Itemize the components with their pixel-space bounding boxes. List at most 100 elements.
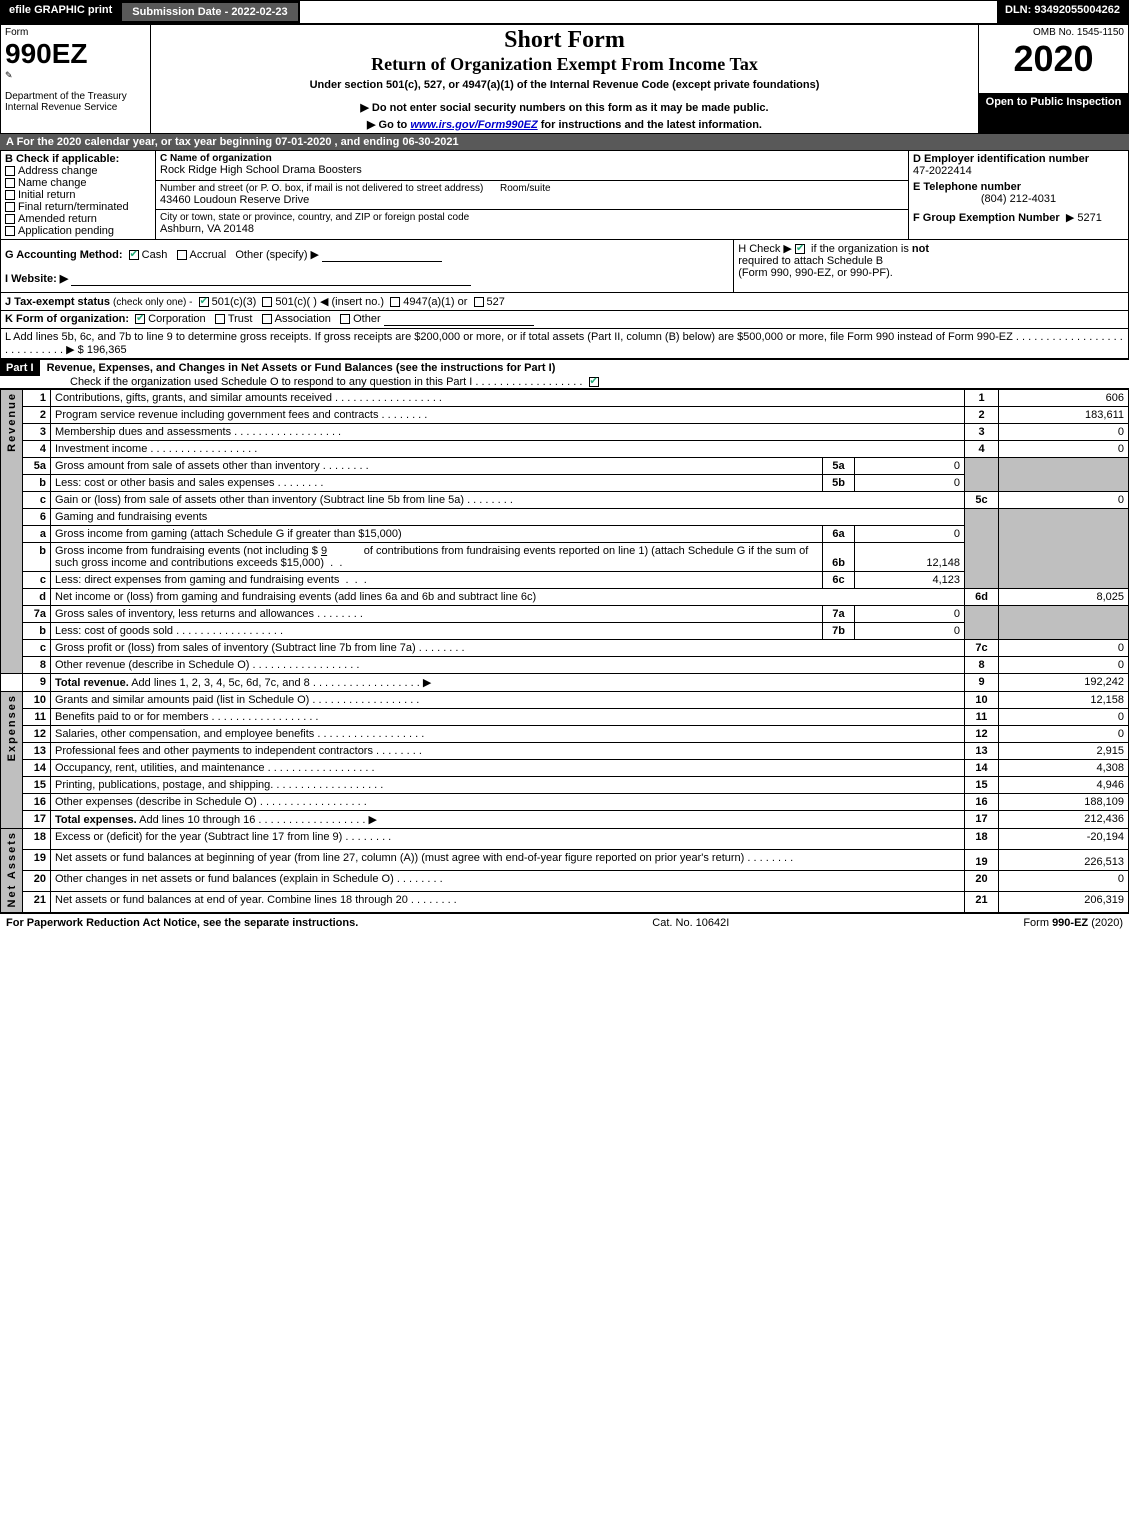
desc-20: Other changes in net assets or fund bala… (51, 871, 965, 892)
goto-link[interactable]: www.irs.gov/Form990EZ (410, 119, 537, 131)
desc-6c: Less: direct expenses from gaming and fu… (51, 572, 823, 589)
g-accrual: Accrual (190, 249, 227, 261)
desc-4: Investment income (51, 441, 965, 458)
g-lbl: G Accounting Method: (5, 249, 123, 261)
val-21: 206,319 (999, 892, 1129, 913)
ln-13: 13 (23, 743, 51, 760)
sub-5a: 5a (823, 458, 855, 475)
form-subtitle: Return of Organization Exempt From Incom… (155, 54, 974, 75)
chk-pending[interactable]: Application pending (5, 225, 151, 237)
sub-7b: 7b (823, 623, 855, 640)
val-9: 192,242 (999, 674, 1129, 692)
chk-501c[interactable] (262, 297, 272, 307)
subval-6b: 12,148 (855, 543, 965, 572)
d-ein-val: 47-2022414 (913, 165, 1124, 177)
desc-6a: Gross income from gaming (attach Schedul… (51, 526, 823, 543)
part1-check-line: Check if the organization used Schedule … (0, 376, 1129, 388)
k-assoc: Association (275, 313, 331, 325)
subval-5b: 0 (855, 475, 965, 492)
chk-accrual[interactable] (177, 250, 187, 260)
e-phone-val: (804) 212-4031 (913, 193, 1124, 205)
chk-address[interactable]: Address change (5, 165, 151, 177)
side-net-assets: Net Assets (1, 829, 23, 913)
l-text: L Add lines 5b, 6c, and 7b to line 9 to … (5, 331, 1013, 343)
val-2: 183,611 (999, 407, 1129, 424)
tax-year: 2020 (983, 38, 1124, 80)
chk-amended[interactable]: Amended return (5, 213, 151, 225)
ln-11: 11 (23, 709, 51, 726)
b-label: B Check if applicable: (5, 153, 151, 165)
omb-number: OMB No. 1545-1150 (983, 27, 1124, 38)
val-14: 4,308 (999, 760, 1129, 777)
chk-schedule-o[interactable] (589, 377, 599, 387)
table-row: b Less: cost or other basis and sales ex… (1, 475, 1129, 492)
efile-label[interactable]: efile GRAPHIC print (1, 1, 120, 23)
chk-other[interactable] (340, 314, 350, 324)
k-lbl: K Form of organization: (5, 313, 129, 325)
h-txt2: if the organization is (811, 243, 912, 255)
table-row: 2 Program service revenue including gove… (1, 407, 1129, 424)
ln-19: 19 (23, 850, 51, 871)
form-title: Short Form (155, 27, 974, 54)
desc-3: Membership dues and assessments (51, 424, 965, 441)
desc-6d: Net income or (loss) from gaming and fun… (51, 589, 965, 606)
col-15: 15 (965, 777, 999, 794)
top-bar: efile GRAPHIC print Submission Date - 20… (0, 0, 1129, 24)
col-2: 2 (965, 407, 999, 424)
chk-trust[interactable] (215, 314, 225, 324)
chk-corp[interactable] (135, 314, 145, 324)
chk-cash[interactable] (129, 250, 139, 260)
f-group-val: 5271 (1077, 212, 1101, 224)
chk-name[interactable]: Name change (5, 177, 151, 189)
col-8: 8 (965, 657, 999, 674)
chk-assoc[interactable] (262, 314, 272, 324)
chk-initial-lbl: Initial return (18, 189, 75, 201)
chk-final-lbl: Final return/terminated (18, 201, 129, 213)
h-txt4: (Form 990, 990-EZ, or 990-PF). (738, 267, 1124, 279)
table-row: c Less: direct expenses from gaming and … (1, 572, 1129, 589)
chk-4947[interactable] (390, 297, 400, 307)
ln-14: 14 (23, 760, 51, 777)
table-row: 16 Other expenses (describe in Schedule … (1, 794, 1129, 811)
j-501c: 501(c)( ) ◀ (insert no.) (275, 296, 384, 308)
chk-501c3[interactable] (199, 297, 209, 307)
ln-6c: c (23, 572, 51, 589)
desc-6b: Gross income from fundraising events (no… (51, 543, 823, 572)
col-1: 1 (965, 390, 999, 407)
val-13: 2,915 (999, 743, 1129, 760)
col-19: 19 (965, 850, 999, 871)
table-row: b Gross income from fundraising events (… (1, 543, 1129, 572)
chk-initial[interactable]: Initial return (5, 189, 151, 201)
chk-final[interactable]: Final return/terminated (5, 201, 151, 213)
desc-7c: Gross profit or (loss) from sales of inv… (51, 640, 965, 657)
page-footer: For Paperwork Reduction Act Notice, see … (0, 913, 1129, 932)
chk-527[interactable] (474, 297, 484, 307)
col-10: 10 (965, 692, 999, 709)
sub-6b: 6b (823, 543, 855, 572)
col-20: 20 (965, 871, 999, 892)
subval-5a: 0 (855, 458, 965, 475)
desc-5b: Less: cost or other basis and sales expe… (51, 475, 823, 492)
ln-20: 20 (23, 871, 51, 892)
val-6d: 8,025 (999, 589, 1129, 606)
col-12: 12 (965, 726, 999, 743)
val-3: 0 (999, 424, 1129, 441)
sub-6a: 6a (823, 526, 855, 543)
desc-16: Other expenses (describe in Schedule O) (51, 794, 965, 811)
form-word: Form (5, 27, 146, 38)
val-12: 0 (999, 726, 1129, 743)
side-blank (1, 674, 23, 692)
street-lbl: Number and street (or P. O. box, if mail… (160, 183, 904, 194)
ln-7c: c (23, 640, 51, 657)
ln-7a: 7a (23, 606, 51, 623)
table-row: b Less: cost of goods sold 7b 0 (1, 623, 1129, 640)
side-revenue: Revenue (1, 390, 23, 674)
goto-pre: ▶ Go to (367, 119, 410, 131)
open-to-public: Open to Public Inspection (979, 93, 1129, 134)
val-20: 0 (999, 871, 1129, 892)
col-3: 3 (965, 424, 999, 441)
ln-6b: b (23, 543, 51, 572)
chk-h[interactable] (795, 244, 805, 254)
part1-title: Revenue, Expenses, and Changes in Net As… (43, 362, 556, 374)
ln-3: 3 (23, 424, 51, 441)
